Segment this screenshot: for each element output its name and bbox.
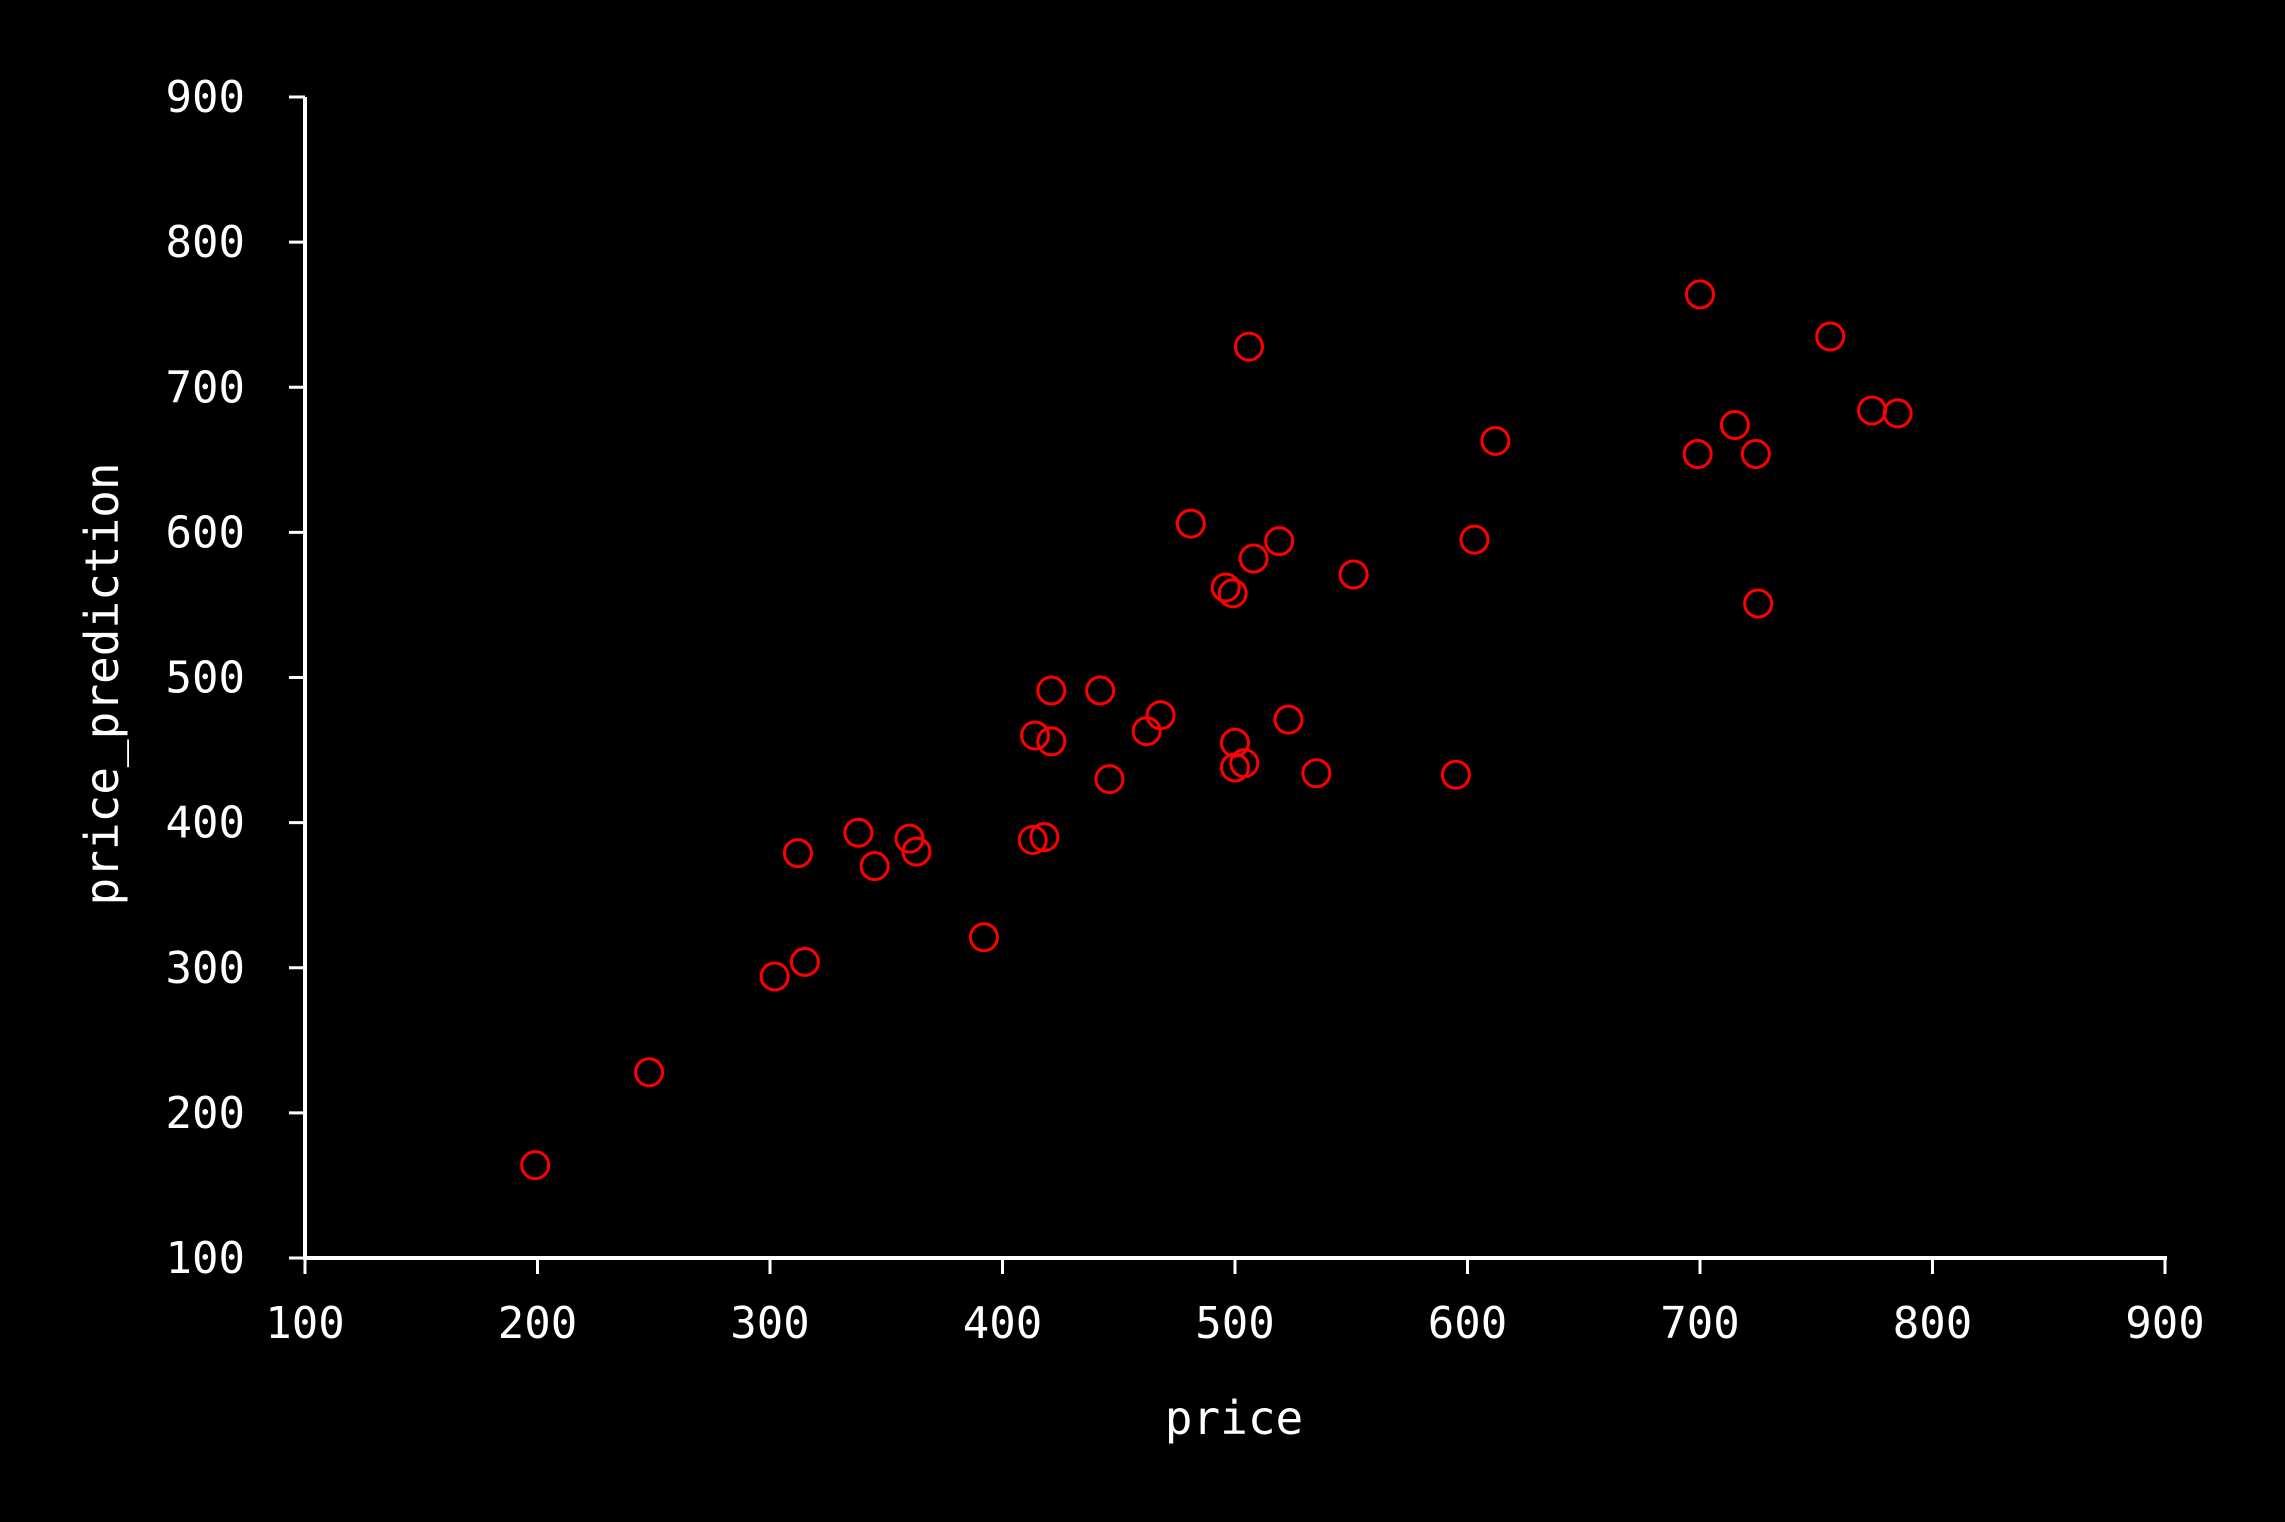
data-point [1145,700,1176,731]
data-point [634,1057,665,1088]
data-point [859,851,890,882]
data-points [520,279,1913,1181]
data-point [1882,398,1913,429]
data-point [1719,409,1750,440]
x-tick-label: 700 [1660,1298,1739,1349]
data-point [1233,331,1264,362]
data-point [1273,704,1304,735]
data-point [1682,439,1713,470]
data-point [789,946,820,977]
data-point [1210,572,1241,603]
y-tick-label: 100 [166,1233,245,1284]
data-point [1440,759,1471,790]
data-point [1338,559,1369,590]
data-point [1743,588,1774,619]
x-tick-label: 600 [1428,1298,1507,1349]
y-tick-label: 400 [166,798,245,849]
data-point [1264,526,1295,557]
y-axis-ticks: 100 200 300 400 500 600 700 800 900 [166,72,305,1284]
data-point [782,838,813,869]
data-point [1094,764,1125,795]
data-point [520,1150,551,1181]
x-tick-label: 300 [730,1298,809,1349]
data-point [1085,675,1116,706]
x-tick-label: 400 [963,1298,1042,1349]
y-axis-label: price_prediction [75,462,129,905]
data-point [1238,543,1269,574]
data-point [759,961,790,992]
data-point [1740,439,1771,470]
data-point [1020,720,1051,751]
y-tick-label: 300 [166,943,245,994]
x-tick-label: 100 [265,1298,344,1349]
data-point [1017,825,1048,856]
x-axis-label: price [1165,1391,1303,1445]
y-tick-label: 900 [166,72,245,123]
data-point [968,922,999,953]
data-point [1301,758,1332,789]
y-tick-label: 600 [166,507,245,558]
x-tick-label: 200 [498,1298,577,1349]
data-point [1175,508,1206,539]
y-tick-label: 500 [166,653,245,704]
data-point [1685,279,1715,310]
data-point [1217,578,1248,609]
x-tick-label: 500 [1195,1298,1274,1349]
data-point [1480,425,1511,456]
data-point [1029,822,1060,853]
data-point [843,817,874,848]
x-axis-ticks: 100 200 300 400 500 600 700 800 900 [265,1258,2205,1349]
y-tick-label: 700 [166,362,245,413]
y-tick-label: 200 [166,1088,245,1139]
data-point [1229,748,1260,779]
data-point [1036,726,1067,757]
data-point [1036,675,1067,706]
data-point [1815,321,1846,352]
data-point [901,836,932,867]
y-tick-label: 800 [166,217,245,268]
data-point [1220,727,1250,758]
x-tick-label: 800 [1893,1298,1972,1349]
data-point [1459,524,1490,555]
x-tick-label: 900 [2125,1298,2204,1349]
